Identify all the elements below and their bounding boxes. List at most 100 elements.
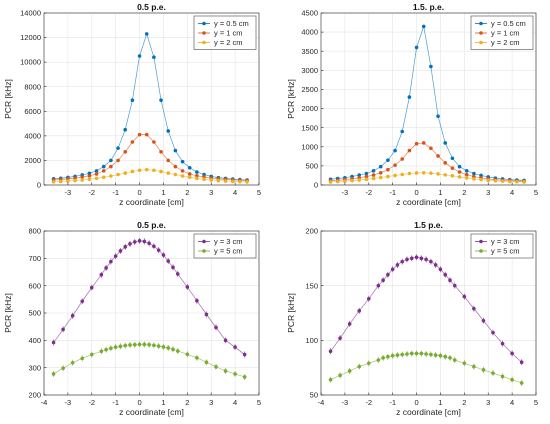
data-point (132, 240, 137, 244)
data-point (443, 272, 448, 277)
data-point (185, 285, 190, 289)
data-point (386, 272, 390, 277)
data-point (73, 178, 77, 183)
data-point (152, 140, 156, 144)
data-point (147, 342, 151, 347)
y-tick-label: 2000 (24, 156, 41, 165)
x-tick-label: -3 (65, 188, 72, 197)
data-point (519, 381, 524, 385)
x-tick-label: 4 (233, 398, 237, 407)
x-tick-label: 5 (534, 188, 538, 197)
data-point (195, 170, 199, 174)
data-point (144, 167, 149, 172)
chart-panel-4: -4 -3 -2 -1 0 1 2 3 4 5 50 100 150 200 1.5 p.e. z coord… (286, 220, 538, 417)
legend-label: y = 1 cm (491, 29, 520, 38)
data-point (414, 255, 419, 260)
legend: y = 0.5 cmy = 1 cmy = 2 cm (193, 15, 257, 50)
x-axis-label: z coordinate [cm] (396, 407, 461, 417)
data-point (171, 347, 175, 352)
data-point (99, 349, 104, 354)
data-point (357, 364, 362, 369)
x-tick-label: 1 (438, 188, 442, 197)
data-point (395, 353, 400, 357)
data-point (61, 327, 65, 332)
legend-marker (479, 21, 483, 26)
chart-panel-3: -4 -3 -2 -1 0 1 2 3 4 5 200 300 400 500 600 700 800 0.5 p… (3, 220, 261, 417)
data-point (175, 349, 180, 353)
data-point (142, 239, 147, 244)
chart-panel-1: -3 -2 -1 0 1 2 3 4 5 0 2000 4000 6000 8000 10000 12000 1… (3, 2, 261, 207)
x-tick-label: 1 (161, 188, 165, 197)
legend-marker (202, 21, 206, 26)
data-point (390, 267, 395, 272)
data-point (421, 170, 426, 175)
data-point (80, 175, 85, 179)
data-point (204, 360, 209, 365)
data-point (350, 178, 354, 183)
data-point (116, 146, 120, 150)
data-point (166, 129, 171, 133)
x-tick-label: -2 (88, 188, 95, 197)
axes-box (43, 12, 260, 186)
legend-marker (479, 31, 483, 35)
data-point (209, 178, 214, 182)
data-point (328, 377, 333, 382)
data-point (457, 164, 462, 169)
data-point (109, 259, 113, 264)
data-point (89, 352, 94, 357)
x-tick-label: -4 (41, 398, 48, 407)
data-point (118, 249, 123, 253)
data-point (407, 148, 412, 153)
data-point (328, 180, 333, 184)
data-point (414, 141, 419, 146)
data-point (450, 166, 455, 170)
data-point (51, 340, 56, 345)
data-point (519, 360, 524, 365)
data-point (481, 318, 486, 323)
data-point (436, 172, 440, 176)
data-point (343, 179, 347, 183)
data-point (378, 164, 383, 169)
y-tick-label: 300 (28, 363, 41, 372)
series-line (330, 26, 525, 181)
data-point (166, 259, 171, 263)
data-point (156, 344, 161, 348)
data-point (515, 179, 519, 184)
data-point (438, 353, 443, 358)
x-tick-label: 5 (257, 188, 261, 197)
legend-label: y = 5 cm (214, 247, 243, 256)
y-axis-label: PCR [kHz] (286, 79, 296, 119)
data-point (180, 159, 185, 164)
data-point (70, 313, 75, 318)
data-point (70, 360, 75, 365)
data-point (357, 173, 362, 177)
data-point (195, 298, 199, 303)
data-point (233, 345, 237, 349)
x-tick-label: 3 (209, 188, 213, 197)
data-point (429, 146, 433, 151)
data-point (328, 349, 333, 354)
data-point (144, 132, 149, 137)
data-point (223, 338, 228, 343)
data-point (378, 175, 383, 180)
data-point (173, 164, 178, 169)
data-point (94, 172, 99, 176)
data-point (486, 178, 491, 183)
data-point (472, 306, 476, 311)
data-point (510, 351, 514, 356)
data-point (101, 169, 106, 173)
data-point (364, 171, 369, 176)
y-tick-label: 4000 (24, 131, 41, 140)
data-point (116, 158, 120, 163)
data-point (161, 345, 166, 349)
legend-label: y = 3 cm (214, 237, 243, 246)
data-point (347, 369, 352, 373)
x-tick-label: 2 (462, 188, 466, 197)
x-tick-label: -2 (365, 398, 372, 407)
data-point (436, 114, 440, 118)
data-point (443, 161, 448, 165)
series-line (53, 169, 248, 183)
x-tick-label: 3 (486, 188, 490, 197)
data-point (109, 346, 113, 351)
data-point (414, 45, 419, 50)
